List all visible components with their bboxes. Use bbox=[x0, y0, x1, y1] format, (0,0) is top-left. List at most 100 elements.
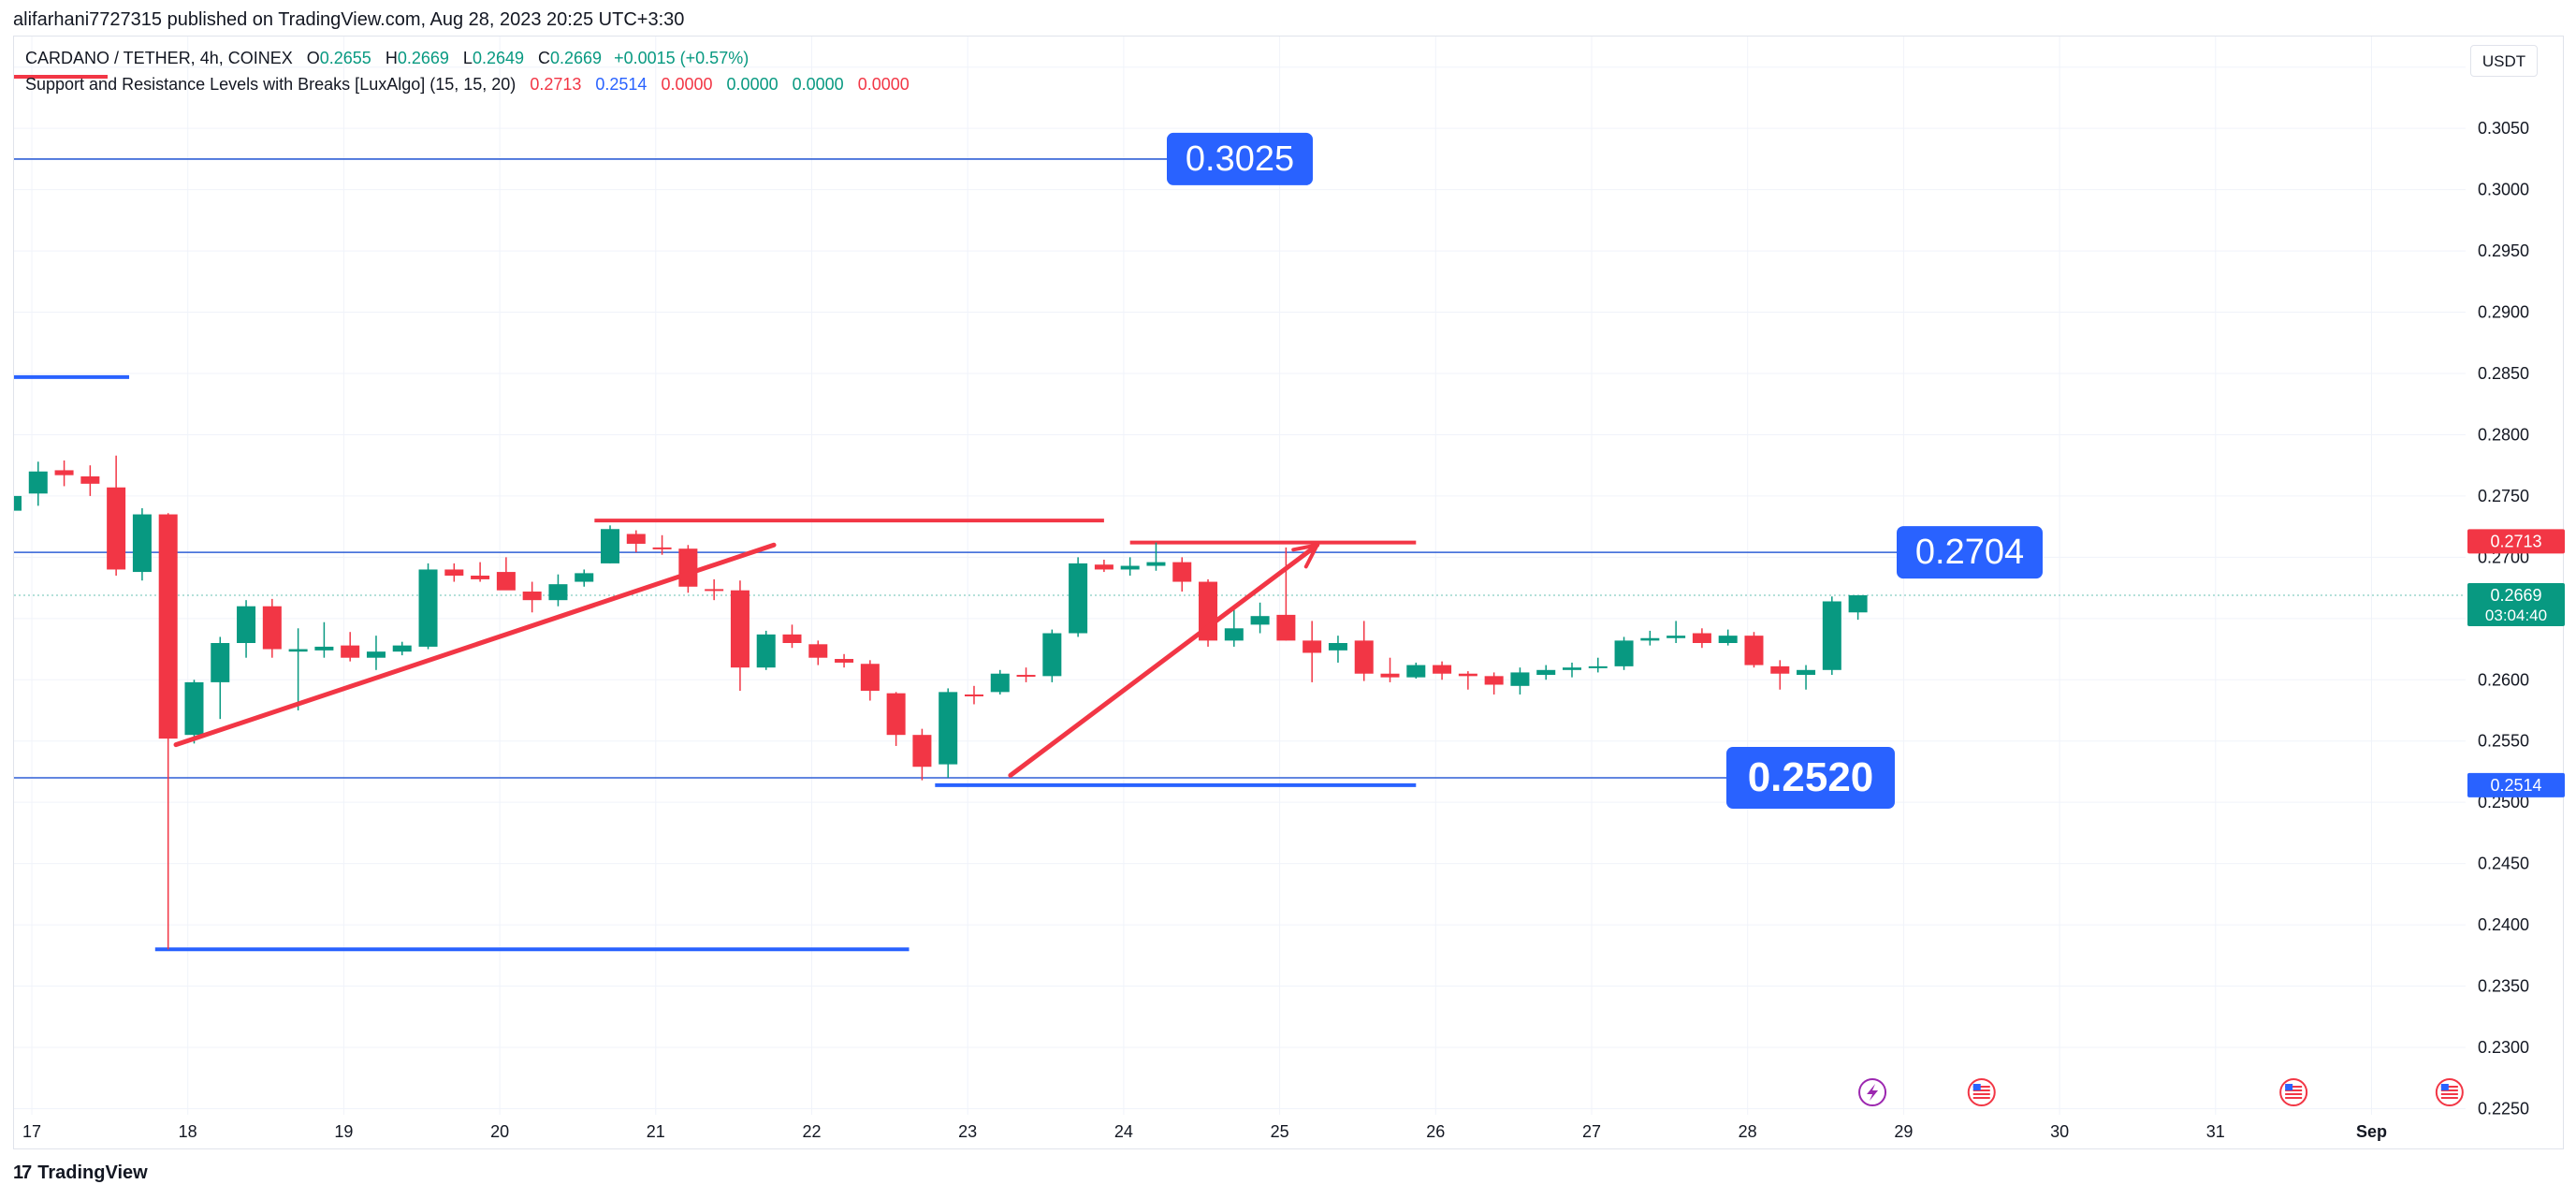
currency-selector[interactable]: USDT bbox=[2470, 45, 2538, 77]
candle-body bbox=[1354, 640, 1374, 674]
candle-body bbox=[678, 548, 698, 587]
y-tick-label: 0.2450 bbox=[2478, 855, 2529, 873]
candle-body bbox=[1146, 562, 1166, 566]
x-tick-label: 20 bbox=[490, 1122, 509, 1141]
x-tick-label: 28 bbox=[1739, 1122, 1757, 1141]
level-label: 0.3025 bbox=[1186, 139, 1294, 179]
candle-body bbox=[1303, 640, 1322, 653]
price-badge bbox=[2467, 529, 2565, 554]
candle-body bbox=[1744, 636, 1764, 665]
change-value: +0.0015 (+0.57%) bbox=[614, 49, 750, 67]
candle-body bbox=[860, 664, 880, 692]
x-tick-label: 31 bbox=[2206, 1122, 2225, 1141]
candle-body bbox=[1797, 669, 1816, 676]
trend-line bbox=[1008, 542, 1320, 778]
y-tick-label: 0.2550 bbox=[2478, 732, 2529, 751]
candle-body bbox=[1276, 614, 1296, 641]
us-flag-event-icon bbox=[1967, 1078, 1996, 1106]
x-tick-label: 21 bbox=[647, 1122, 665, 1141]
price-badge-label: 0.2514 bbox=[2490, 776, 2541, 795]
close-label: C bbox=[538, 49, 551, 67]
chart-frame[interactable]: 0.2250 0.2300 0.2350 0.2400 0.2450 0.2500 0.25… bbox=[13, 36, 2565, 1150]
high-value: 0.2669 bbox=[397, 49, 449, 67]
candle-body bbox=[1016, 675, 1036, 678]
flag-canton bbox=[2285, 1084, 2293, 1090]
tradingview-logo-icon: 17 bbox=[13, 1162, 32, 1183]
candle-body bbox=[1562, 667, 1582, 670]
price-badge bbox=[2467, 772, 2565, 797]
candle-body bbox=[730, 590, 750, 668]
price-badge bbox=[2467, 582, 2565, 626]
candle-body bbox=[990, 673, 1010, 693]
candle-body bbox=[1510, 672, 1530, 686]
indicator-value-3: 0.0000 bbox=[661, 75, 713, 94]
indicator-legend: Support and Resistance Levels with Break… bbox=[25, 75, 910, 95]
candle-body bbox=[1718, 636, 1738, 643]
candle-body bbox=[237, 606, 256, 643]
low-label: L bbox=[462, 49, 473, 67]
candle-body bbox=[1094, 564, 1113, 570]
level-label: 0.2520 bbox=[1748, 754, 1874, 800]
candle-body bbox=[782, 634, 802, 643]
symbol-title: CARDANO / TETHER, 4h, COINEX bbox=[25, 49, 293, 67]
trend-arrow-head bbox=[1291, 542, 1321, 569]
candle-body bbox=[756, 634, 776, 668]
candle-body bbox=[132, 514, 152, 573]
flag-canton bbox=[2440, 1084, 2449, 1090]
candle-body bbox=[184, 681, 204, 736]
candle-body bbox=[1380, 673, 1400, 678]
lightning-icon bbox=[1867, 1084, 1879, 1101]
x-tick-label: Sep bbox=[2356, 1122, 2387, 1141]
x-tick-label: 26 bbox=[1426, 1122, 1445, 1141]
indicator-value-resistance: 0.2713 bbox=[530, 75, 582, 94]
price-badge-label: 0.2669 bbox=[2490, 586, 2541, 605]
candle-body bbox=[1406, 665, 1426, 678]
candle-body bbox=[912, 735, 932, 768]
level-label: 0.2704 bbox=[1915, 533, 2024, 572]
candle-body bbox=[471, 576, 490, 579]
tradingview-logo: 17 TradingView bbox=[13, 1162, 148, 1184]
y-tick-label: 0.2250 bbox=[2478, 1099, 2529, 1118]
open-label: O bbox=[306, 49, 320, 67]
candle-body bbox=[1042, 633, 1062, 677]
y-tick-label: 0.3000 bbox=[2478, 181, 2529, 199]
x-tick-label: 18 bbox=[179, 1122, 197, 1141]
price-chart[interactable]: 0.22500.23000.23500.24000.24500.25000.25… bbox=[14, 37, 2565, 1150]
open-value: 0.2655 bbox=[319, 49, 371, 67]
candle-body bbox=[1666, 636, 1686, 638]
y-tick-label: 0.2400 bbox=[2478, 915, 2529, 934]
x-tick-label: 23 bbox=[958, 1122, 977, 1141]
candle-body bbox=[1433, 665, 1452, 674]
price-badge-timer: 03:04:40 bbox=[2485, 607, 2547, 624]
candle-body bbox=[1328, 643, 1347, 651]
candle-body bbox=[1172, 562, 1192, 582]
candle-body bbox=[964, 694, 983, 696]
level-label-box bbox=[1167, 132, 1313, 185]
candle-body bbox=[341, 645, 360, 658]
y-tick-label: 0.2850 bbox=[2478, 364, 2529, 383]
candle-body bbox=[601, 529, 620, 563]
candle-body bbox=[288, 649, 308, 652]
x-tick-label: 27 bbox=[1582, 1122, 1601, 1141]
candle-body bbox=[522, 592, 542, 601]
candle-body bbox=[262, 606, 282, 650]
candle-body bbox=[886, 693, 906, 736]
price-badge-label: 0.2713 bbox=[2490, 532, 2541, 550]
publisher-line: alifarhani7727315 published on TradingVi… bbox=[13, 9, 685, 30]
candle-body bbox=[314, 646, 334, 651]
candle-body bbox=[1588, 665, 1608, 668]
candle-body bbox=[835, 659, 854, 663]
candle-body bbox=[14, 495, 22, 511]
candle-body bbox=[1458, 673, 1477, 677]
candle-body bbox=[548, 584, 568, 601]
y-tick-label: 0.3050 bbox=[2478, 119, 2529, 138]
candle-body bbox=[1069, 563, 1088, 634]
y-tick-label: 0.2300 bbox=[2478, 1038, 2529, 1057]
candle-body bbox=[28, 471, 48, 494]
candle-body bbox=[158, 514, 178, 739]
high-label: H bbox=[385, 49, 398, 67]
candle-body bbox=[496, 572, 516, 591]
candle-body bbox=[1692, 633, 1711, 643]
x-tick-label: 25 bbox=[1271, 1122, 1289, 1141]
us-flag-event-icon bbox=[2435, 1078, 2464, 1106]
